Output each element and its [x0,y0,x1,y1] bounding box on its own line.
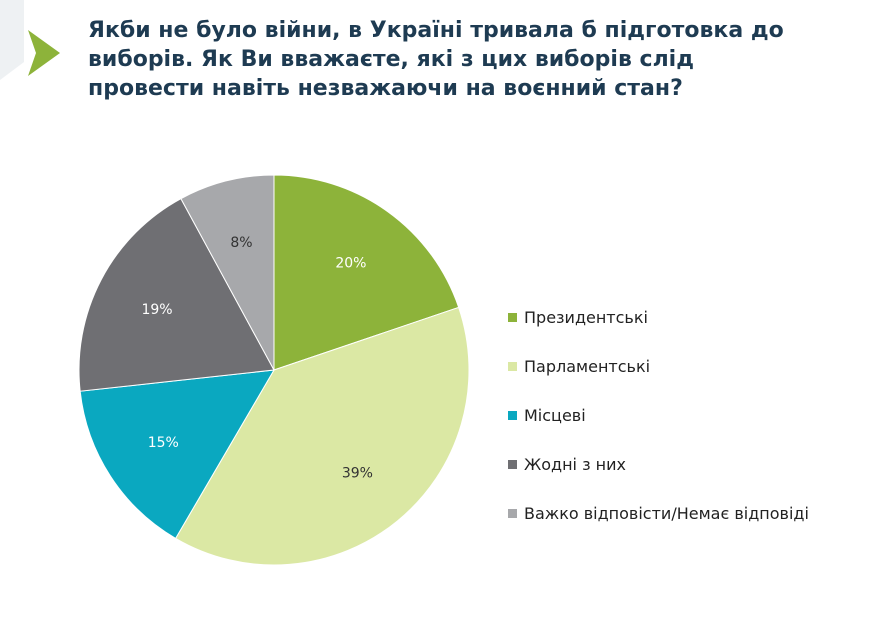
slice-label-2: 39% [342,465,373,481]
legend-swatch [508,509,517,518]
pie-slice-2 [174,306,470,566]
legend-label: Жодні з них [524,455,626,474]
legend-swatch [508,411,517,420]
slice-label-1: 20% [335,256,366,272]
slice-label-4: 19% [141,302,172,318]
pie-slice-1 [273,174,460,371]
legend-label: Президентські [524,308,648,327]
legend-item-2: Парламентські [508,342,809,391]
legend-swatch [508,362,517,371]
corner-decoration [0,0,24,80]
legend-label: Місцеві [524,406,586,425]
legend-item-3: Місцеві [508,391,809,440]
title-line-1: Якби не було війни, в Україні тривала б … [88,18,784,43]
pie-slice-4 [78,197,275,392]
title-line-3: провести навіть незважаючи на воєнний ст… [88,76,683,101]
legend-swatch [508,313,517,322]
legend-item-1: Президентські [508,293,809,342]
slice-label-5: 8% [230,235,252,251]
legend-label: Важко відповісти/Немає відповіді [524,504,809,523]
pie-slice-5 [180,174,275,371]
title-line-2: виборів. Як Ви вважаєте, які з цих вибор… [88,47,694,72]
legend-swatch [508,460,517,469]
chart-legend: Президентські Парламентські Місцеві Жодні з… [508,293,809,538]
pie-slice-3 [79,369,275,540]
legend-item-5: Важко відповісти/Немає відповіді [508,489,809,538]
legend-label: Парламентські [524,357,651,376]
page-title: Якби не було війни, в Україні тривала б … [88,16,878,103]
title-arrow-icon [28,30,60,76]
slice-label-3: 15% [148,435,179,451]
legend-item-4: Жодні з них [508,440,809,489]
